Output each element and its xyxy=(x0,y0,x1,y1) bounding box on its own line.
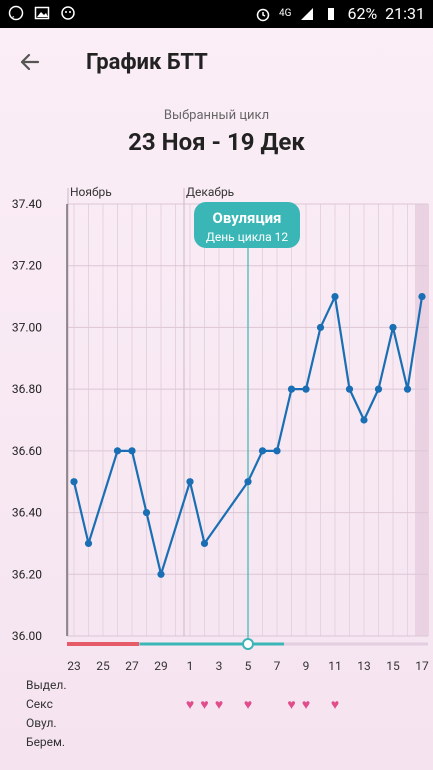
temperature-point[interactable] xyxy=(316,323,325,332)
month-label: Декабрь xyxy=(186,185,234,199)
x-tick-label: 27 xyxy=(125,659,139,673)
x-tick-label: 15 xyxy=(386,659,400,673)
temperature-point[interactable] xyxy=(374,385,383,393)
heart-icon[interactable]: ♥ xyxy=(200,697,208,713)
page-title: График БТТ xyxy=(86,50,208,75)
row-label: Секс xyxy=(26,697,53,711)
y-tick-label: 37.40 xyxy=(12,197,42,211)
temperature-point[interactable] xyxy=(418,292,426,301)
image-icon xyxy=(34,5,50,21)
temperature-point[interactable] xyxy=(258,447,267,455)
temperature-point[interactable] xyxy=(287,385,296,393)
temperature-point[interactable] xyxy=(244,478,252,486)
signal-icon xyxy=(299,6,315,22)
whatsapp-icon xyxy=(8,5,24,21)
temperature-point[interactable] xyxy=(113,447,122,455)
temperature-point[interactable] xyxy=(403,385,412,393)
temperature-point[interactable] xyxy=(128,447,136,455)
temperature-point[interactable] xyxy=(273,447,281,455)
heart-icon[interactable]: ♥ xyxy=(186,697,194,713)
x-tick-label: 13 xyxy=(357,659,371,673)
alarm-icon xyxy=(255,6,271,22)
bbt-chart[interactable]: 37.40 37.20 37.00 36.80 36.60 36.40 36.20 36.00… xyxy=(0,180,433,770)
temperature-point[interactable] xyxy=(142,508,151,517)
heart-icon[interactable]: ♥ xyxy=(215,697,223,713)
app-bar: График БТТ xyxy=(0,28,433,98)
month-label: Ноябрь xyxy=(70,185,112,199)
row-label: Овул. xyxy=(26,716,57,730)
y-tick-label: 37.00 xyxy=(12,320,42,334)
cycle-range[interactable]: 23 Ноя - 19 Дек xyxy=(128,128,305,156)
row-label: Берем. xyxy=(26,735,65,749)
temperature-point[interactable] xyxy=(157,570,165,578)
ovulation-marker[interactable] xyxy=(242,638,254,650)
cycle-label: Выбранный цикл xyxy=(163,108,270,123)
x-tick-label: 9 xyxy=(303,659,310,673)
x-tick-label: 29 xyxy=(154,659,168,673)
x-tick-label: 3 xyxy=(216,659,223,673)
y-tick-label: 36.00 xyxy=(12,629,42,643)
temperature-point[interactable] xyxy=(200,539,209,548)
y-tick-label: 36.20 xyxy=(12,567,42,581)
network-type: 4G xyxy=(279,8,292,19)
x-tick-label: 1 xyxy=(187,659,194,673)
temperature-point[interactable] xyxy=(389,323,397,332)
arrow-left-icon xyxy=(20,53,40,71)
ovulation-badge-title: Овуляция xyxy=(213,209,282,227)
row-label: Выдел. xyxy=(26,678,67,692)
status-bar: 4G 62% 21:31 xyxy=(0,0,433,28)
heart-icon[interactable]: ♥ xyxy=(287,697,295,713)
temperature-point[interactable] xyxy=(186,478,194,486)
temperature-point[interactable] xyxy=(360,416,368,424)
temperature-point[interactable] xyxy=(331,292,339,301)
x-tick-label: 23 xyxy=(67,659,81,673)
battery-icon xyxy=(323,6,339,22)
tiger-icon xyxy=(60,5,76,21)
x-tick-label: 7 xyxy=(274,659,281,673)
clock: 21:31 xyxy=(385,4,425,23)
temperature-point[interactable] xyxy=(345,385,354,393)
x-tick-label: 25 xyxy=(96,659,110,673)
battery-level: 62% xyxy=(347,4,378,23)
x-tick-label: 11 xyxy=(328,659,342,673)
x-tick-label: 5 xyxy=(245,659,252,673)
y-tick-label: 37.20 xyxy=(12,259,42,273)
y-tick-label: 36.80 xyxy=(12,382,42,396)
back-button[interactable] xyxy=(16,48,44,76)
heart-icon[interactable]: ♥ xyxy=(244,697,252,713)
y-tick-label: 36.40 xyxy=(12,506,42,520)
temperature-point[interactable] xyxy=(70,478,78,486)
ovulation-badge-subtitle: День цикла 12 xyxy=(206,230,289,244)
y-tick-label: 36.60 xyxy=(12,444,42,458)
heart-icon[interactable]: ♥ xyxy=(331,697,339,713)
heart-icon[interactable]: ♥ xyxy=(302,697,310,713)
temperature-point[interactable] xyxy=(302,385,310,393)
ovulation-badge[interactable] xyxy=(194,202,300,248)
temperature-point[interactable] xyxy=(84,539,93,548)
x-tick-label: 17 xyxy=(415,659,429,673)
